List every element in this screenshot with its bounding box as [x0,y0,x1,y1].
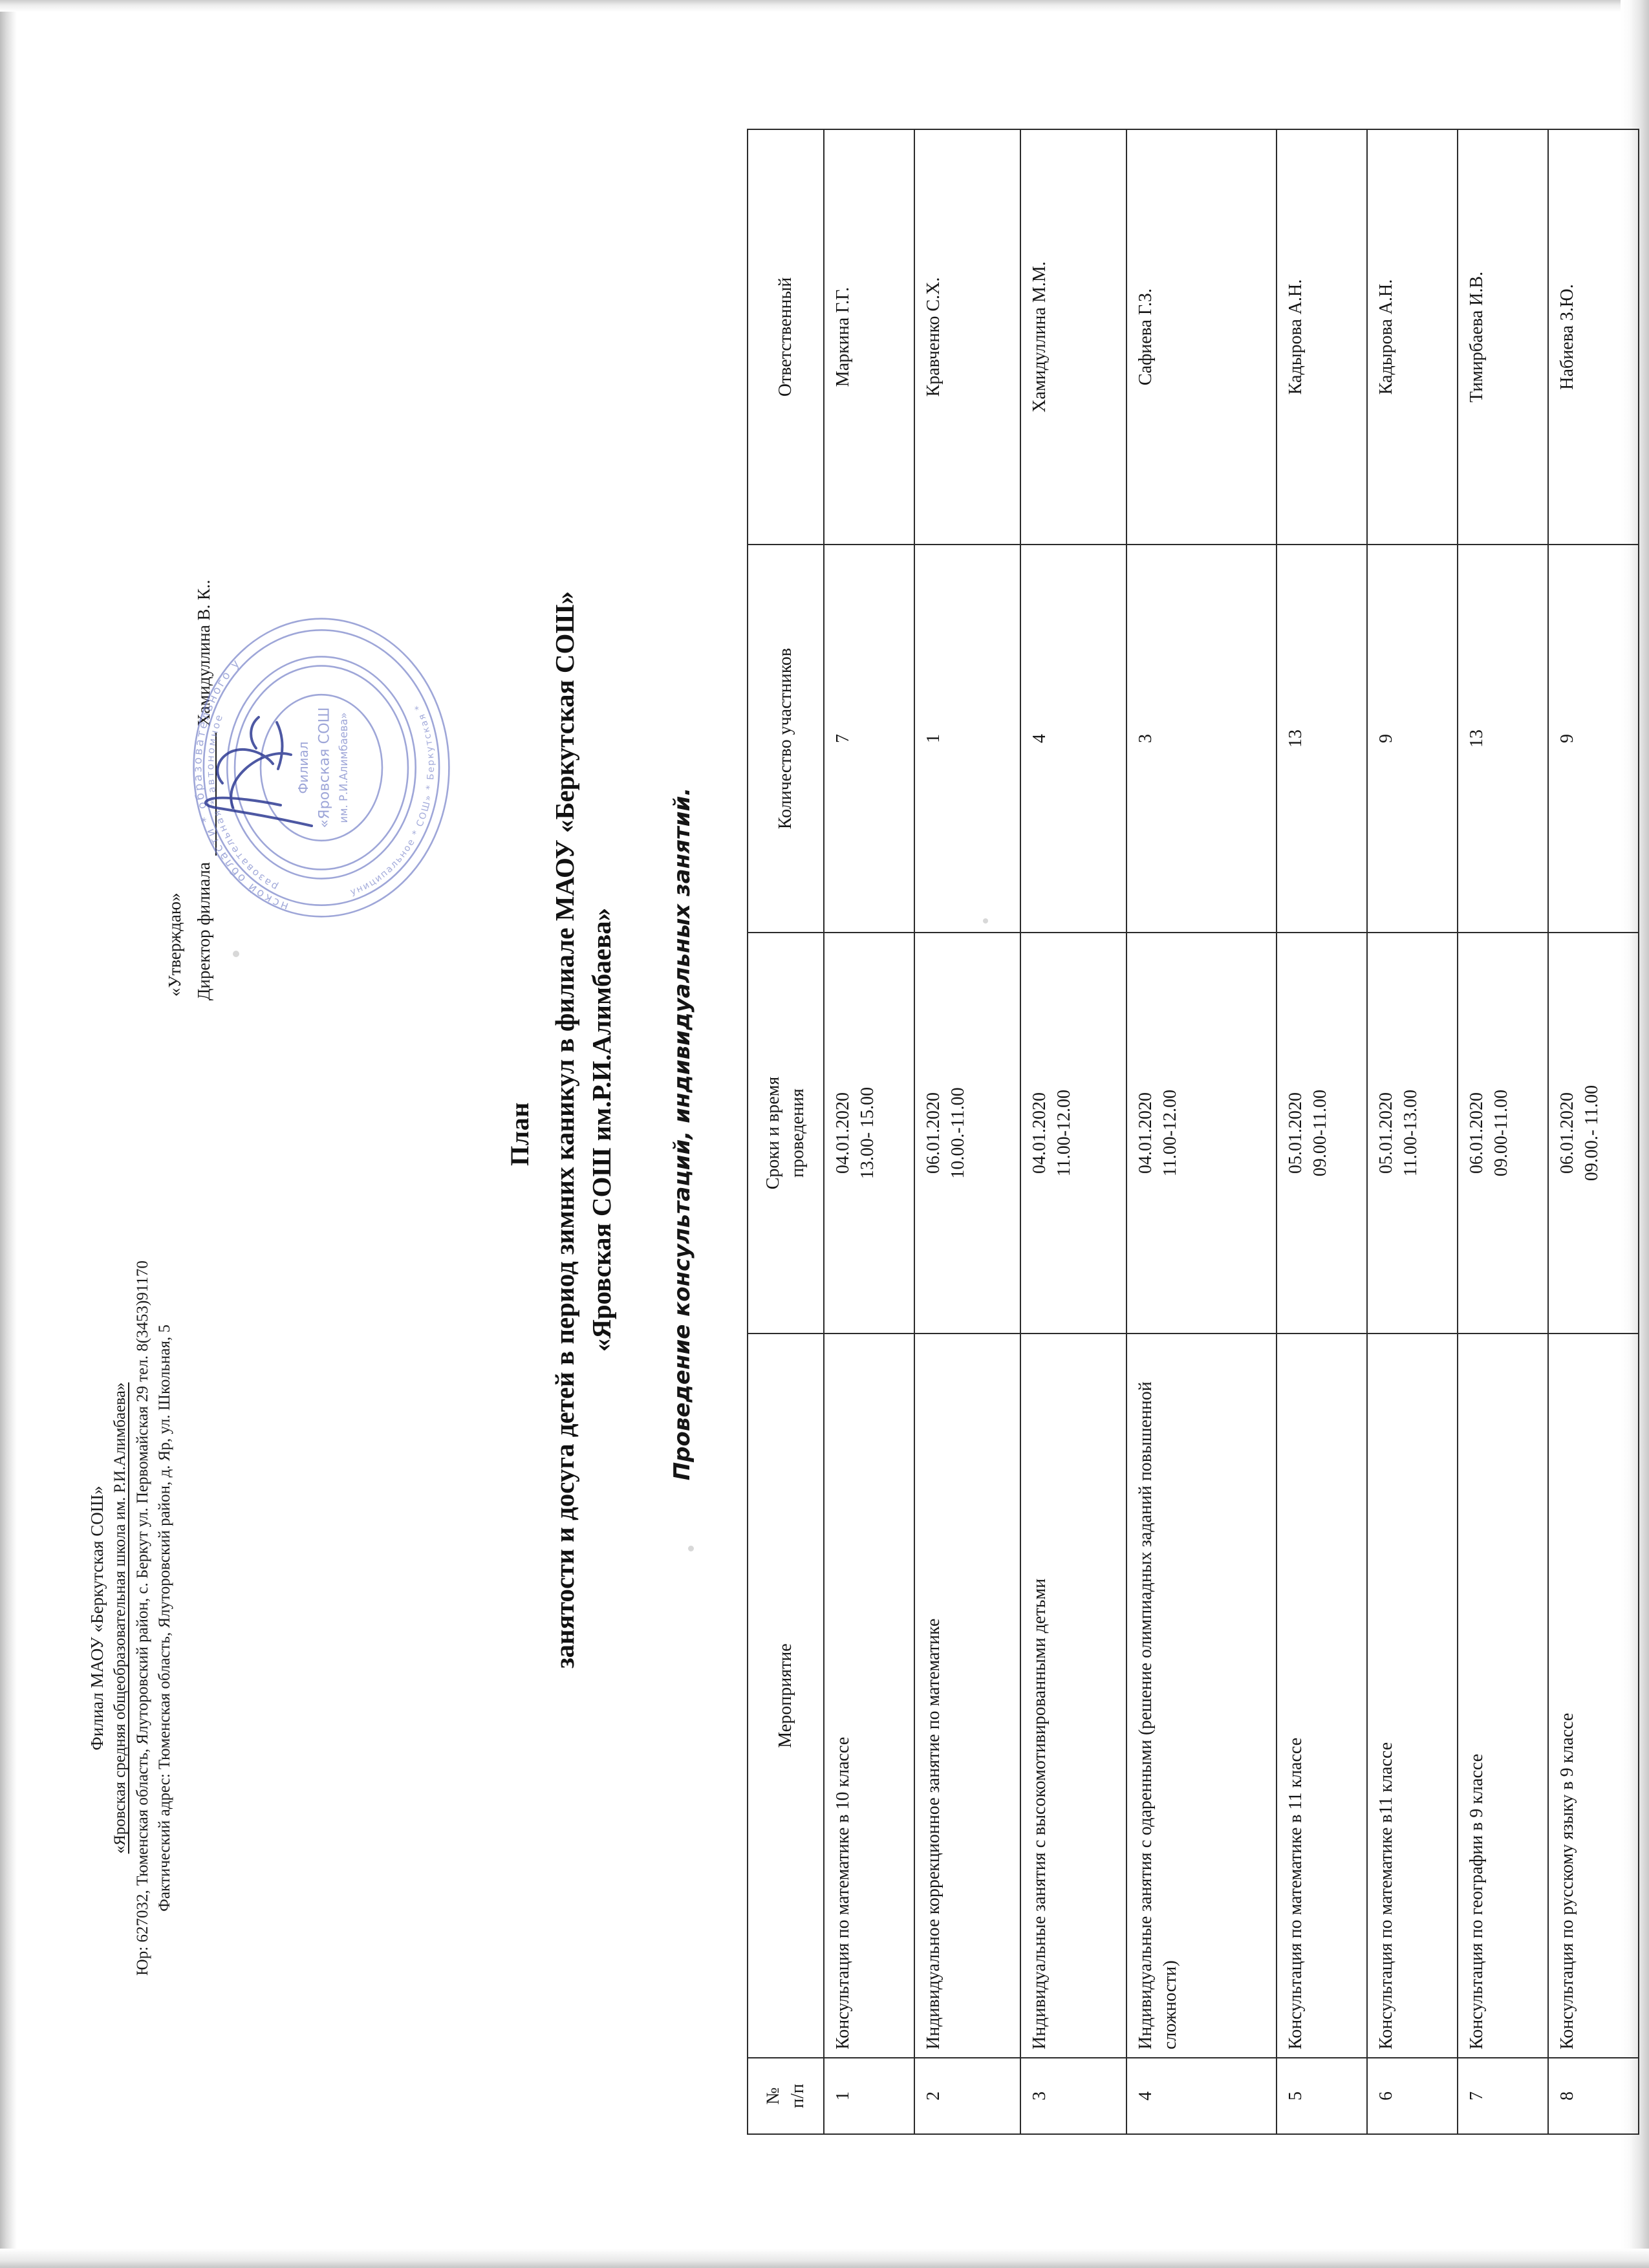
cell-number: 5 [1277,2058,1367,2134]
scan-speck [688,1546,694,1551]
section-subtitle: Проведение консультаций, индивидуальных … [669,787,695,1481]
document-kind-title: План [505,1102,534,1166]
cell-event: Консультация по математике в 10 классе [824,1334,914,2058]
cell-number: 4 [1126,2058,1277,2134]
cell-responsible: Набиева З.Ю. [1548,129,1639,545]
cell-number: 1 [824,2058,914,2134]
table-row: 1 Консультация по математике в 10 классе… [824,129,914,2134]
scan-edge-top [0,0,1649,12]
table-row: 2 Индивидуальное коррекционное занятие п… [914,129,1020,2134]
cell-participants: 1 [914,545,1020,933]
scan-speck [233,951,239,957]
page-title: занятости и досуга детей в период зимних… [546,102,620,2158]
table-row: 7 Консультация по географии в 9 классе 0… [1458,129,1548,2134]
scan-edge-right [1621,0,1649,2268]
cell-number: 2 [914,2058,1020,2134]
cell-participants: 9 [1548,545,1639,933]
cell-date-time: 04.01.2020 13.00- 15.00 [824,933,914,1334]
letterhead: Филиал МАОУ «Беркутская СОШ» «Яровская с… [85,1133,177,2103]
cell-date-time: 06.01.2020 09.00-11.00 [1458,933,1548,1334]
cell-responsible: Кравченко С.Х. [914,129,1020,545]
approval-name: Хамидуллина В. К.. [193,579,213,727]
cell-responsible: Кадырова А.Н. [1367,129,1458,545]
plan-table: № п/п Мероприятие Сроки и время проведен… [747,129,1639,2135]
cell-number: 8 [1548,2058,1639,2134]
cell-participants: 7 [824,545,914,933]
approval-word: «Утверждаю» [165,892,184,997]
cell-date-time: 06.01.2020 09.00.- 11.00 [1548,933,1639,1334]
col-header-event: Мероприятие [748,1334,824,2058]
page-title-line-2: «Яровская СОШ им.Р.И.Алимбаева» [586,907,616,1352]
approval-position: Директор филиала [193,862,213,1000]
cell-event: Консультация по географии в 9 классе [1458,1334,1548,2058]
plan-table-body: 1 Консультация по математике в 10 классе… [824,129,1639,2134]
cell-event: Индивидуальные занятия с высокомотивиров… [1020,1334,1126,2058]
svg-text:им. Р.И.Алимбаева»: им. Р.И.Алимбаева» [338,712,350,823]
cell-responsible: Хамидуллина М.М. [1020,129,1126,545]
cell-event: Консультация по русскому языку в 9 класс… [1548,1334,1639,2058]
table-row: 4 Индивидуальные занятия с одаренными (р… [1126,129,1277,2134]
table-row: 5 Консультация по математике в 11 классе… [1277,129,1367,2134]
plan-table-wrapper: № п/п Мероприятие Сроки и время проведен… [747,129,1639,2135]
cell-date-time: 04.01.2020 11.00-12.00 [1126,933,1277,1334]
cell-number: 6 [1367,2058,1458,2134]
cell-participants: 13 [1458,545,1548,933]
svg-text:Филиал: Филиал [296,742,311,794]
cell-responsible: Маркина Г.Г. [824,129,914,545]
cell-responsible: Кадырова А.Н. [1277,129,1367,545]
cell-event: Консультация по математике в11 классе [1367,1334,1458,2058]
cell-participants: 4 [1020,545,1126,933]
cell-participants: 3 [1126,545,1277,933]
cell-number: 7 [1458,2058,1548,2134]
cell-responsible: Сафиева Г.З. [1126,129,1277,545]
cell-event: Индивидуальное коррекционное занятие по … [914,1334,1020,2058]
letterhead-line-3: Юр: 627032, Тюменская область, Ялуторовс… [133,1260,151,1976]
scan-speck [983,918,988,923]
cell-date-time: 05.01.2020 11.00-13.00 [1367,933,1458,1334]
col-header-date-time: Сроки и время проведения [748,933,824,1334]
table-row: 3 Индивидуальные занятия с высокомотивир… [1020,129,1126,2134]
letterhead-line-2: «Яровская средняя общеобразовательная шк… [111,1382,129,1854]
svg-text:униципальное * СОШ» * Беркутс: униципальное * СОШ» * Беркутская * [349,702,436,898]
cell-responsible: Тимирбаева И.В. [1458,129,1548,545]
cell-number: 3 [1020,2058,1126,2134]
scan-edge-bottom [0,2249,1649,2268]
signature-line [196,733,217,856]
scan-edge-left [0,0,17,2268]
table-header-row: № п/п Мероприятие Сроки и время проведен… [748,129,824,2134]
table-row: 8 Консультация по русскому языку в 9 кла… [1548,129,1639,2134]
cell-participants: 9 [1367,545,1458,933]
cell-event: Индивидуальные занятия с одаренными (реш… [1126,1334,1277,2058]
page-title-line-1: занятости и досуга детей в период зимних… [550,591,579,1669]
cell-participants: 13 [1277,545,1367,933]
letterhead-line-4: Фактический адрес: Тюменская область, Ял… [156,1324,174,1912]
col-header-responsible: Ответственный [748,129,824,545]
table-row: 6 Консультация по математике в11 классе … [1367,129,1458,2134]
cell-date-time: 06.01.2020 10.00.-11.00 [914,933,1020,1334]
cell-date-time: 05.01.2020 09.00-11.00 [1277,933,1367,1334]
cell-event: Консультация по математике в 11 классе [1277,1334,1367,2058]
col-header-participants: Количество участников [748,545,824,933]
approval-block: «Утверждаю» Директор филиала Хамидуллина… [162,315,217,1000]
letterhead-line-1: Филиал МАОУ «Беркутская СОШ» [87,1485,107,1751]
cell-date-time: 04.01.2020 11.00-12.00 [1020,933,1126,1334]
col-header-number: № п/п [748,2058,824,2134]
svg-text:«Яровская СОШ: «Яровская СОШ [316,707,333,828]
